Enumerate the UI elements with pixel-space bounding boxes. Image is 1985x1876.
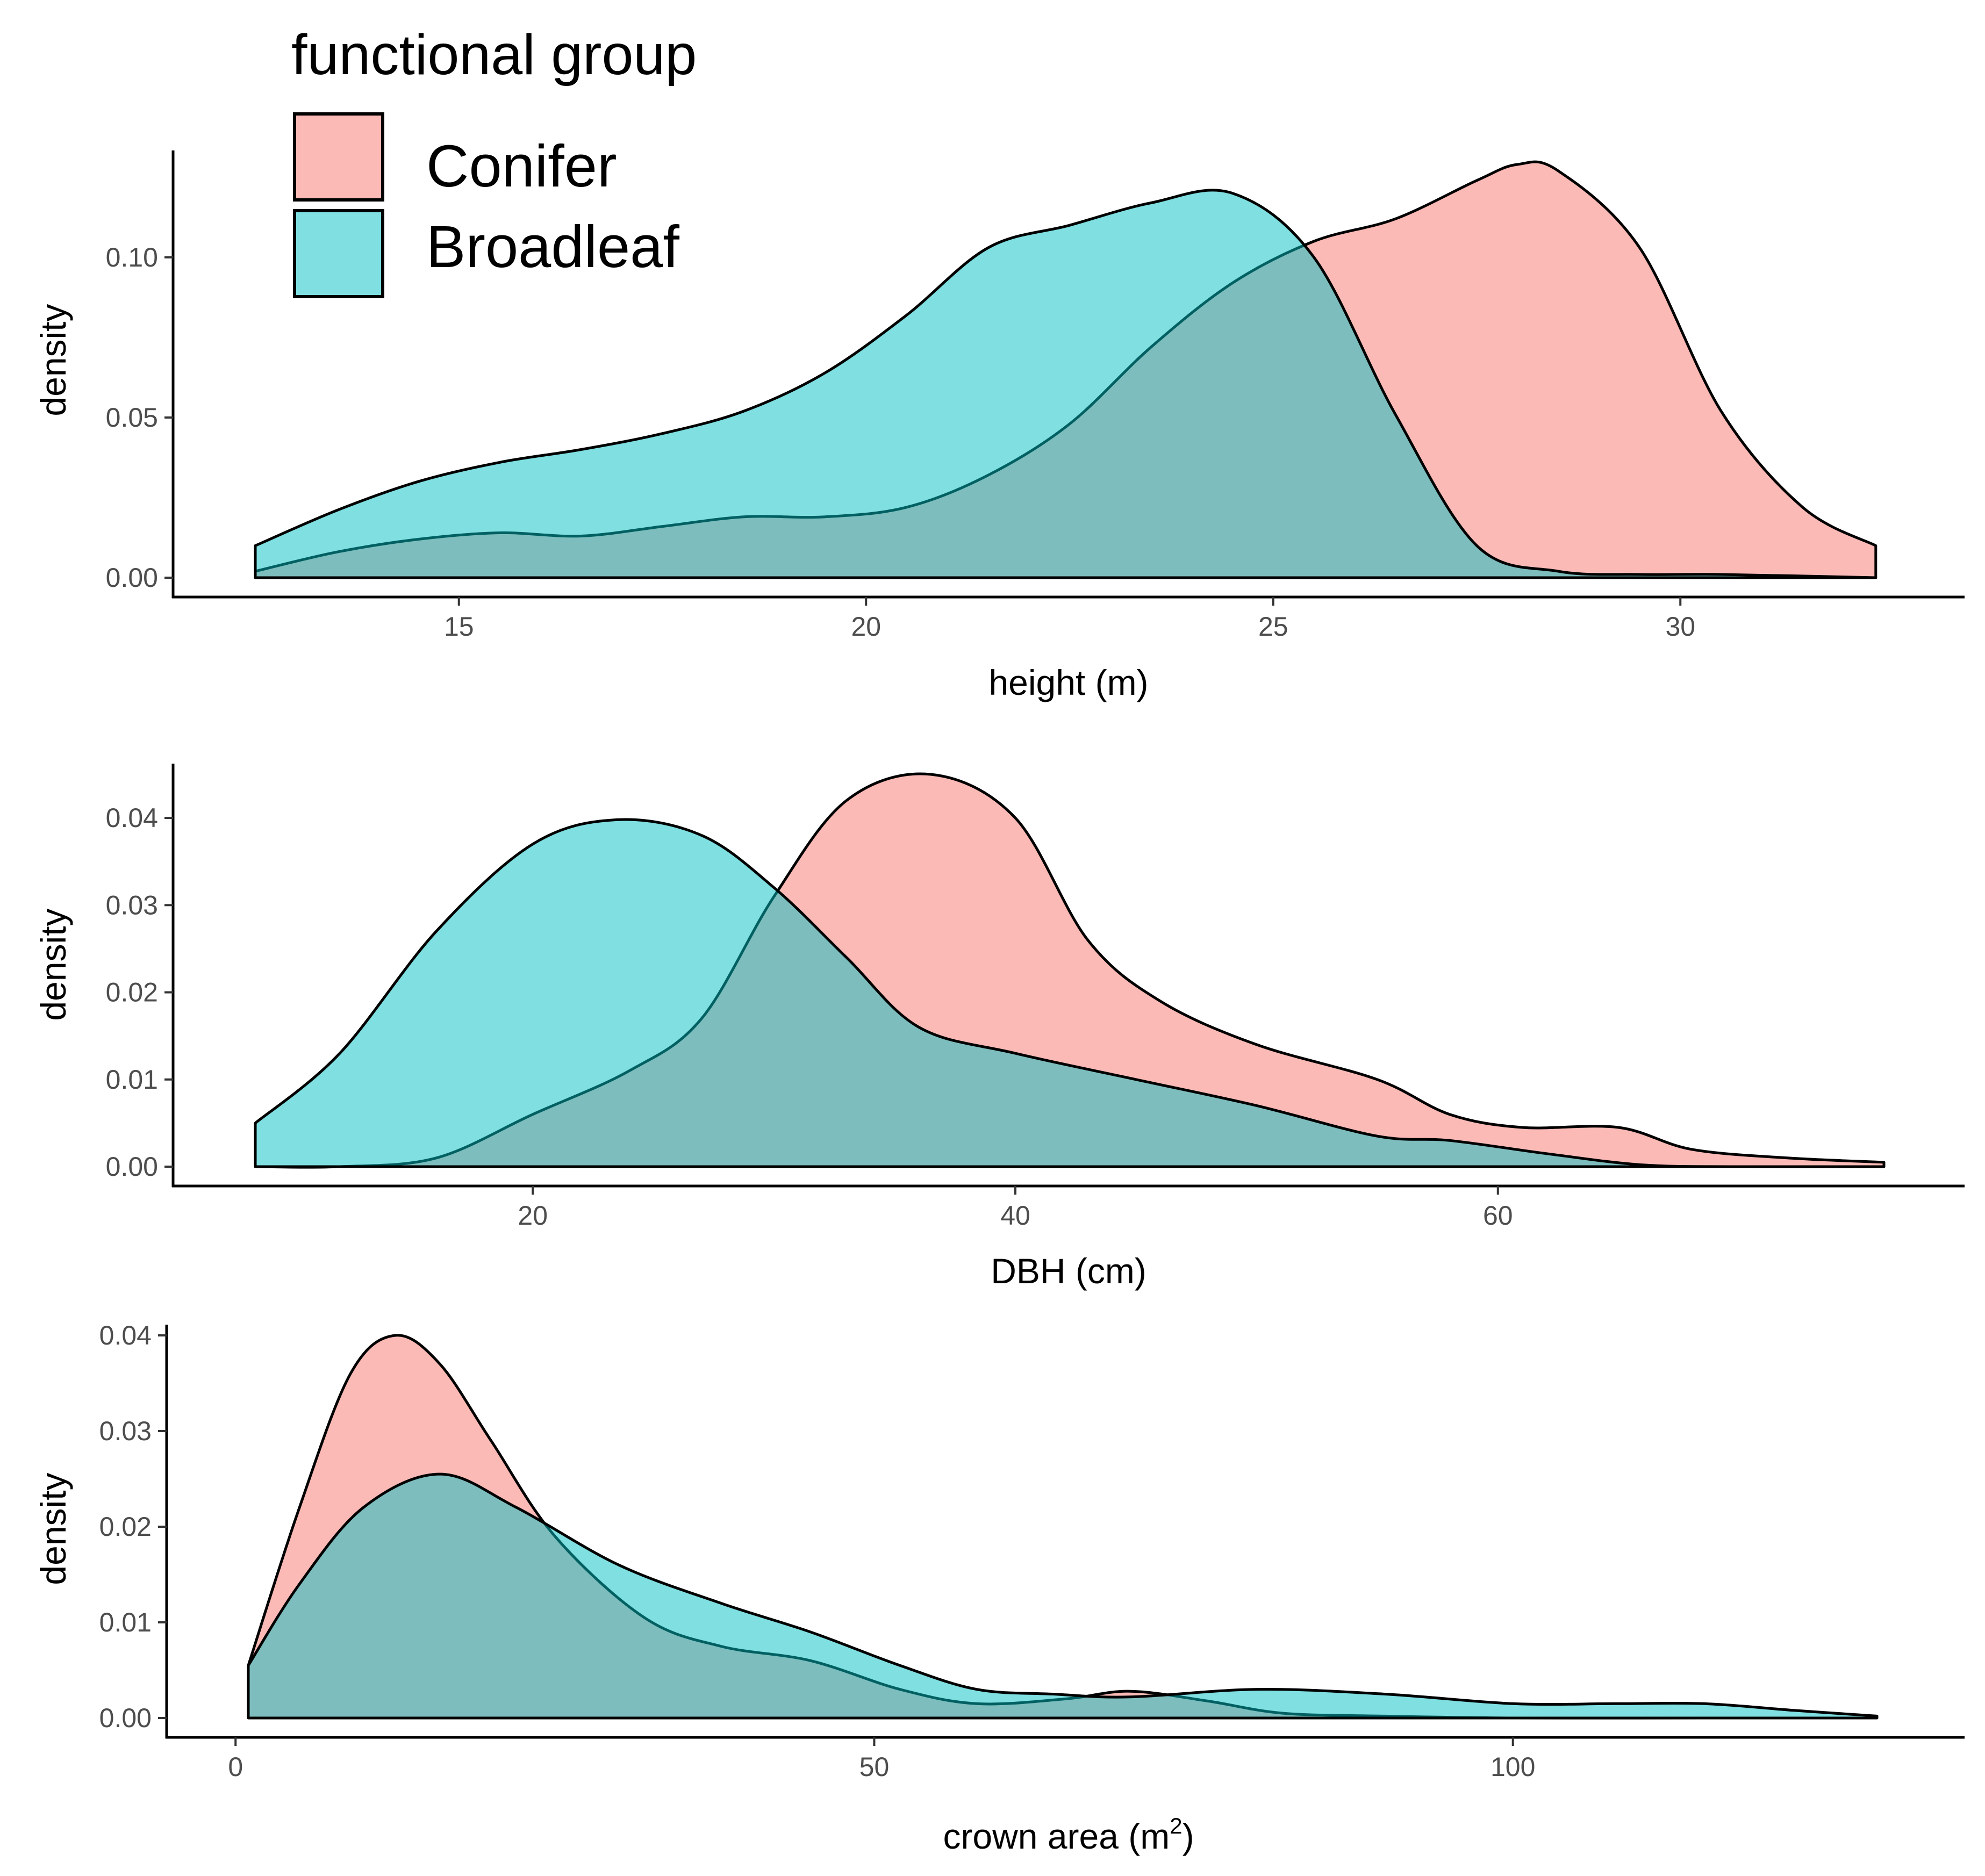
legend-label-conifer: Conifer — [426, 133, 617, 199]
crown-area-x-tick-label: 50 — [859, 1752, 890, 1782]
crown-area-y-tick-label: 0.02 — [99, 1512, 152, 1542]
height-x-tick-label: 20 — [851, 612, 881, 642]
height-density-panel: 15 20 25 30 0.00 0.05 0.10 height (m) density — [33, 150, 1965, 702]
crown-area-y-axis-title: density — [33, 1472, 73, 1585]
crown-area-y-tick-label: 0.04 — [99, 1320, 152, 1350]
dbh-y-tick-label: 0.00 — [106, 1152, 158, 1182]
legend-key-broadleaf — [293, 209, 384, 298]
dbh-density-panel: 20 40 60 0.00 0.01 0.02 0.03 0.04 DBH (cm) dens… — [33, 764, 1965, 1291]
dbh-axes: 20 40 60 0.00 0.01 0.02 0.03 0.04 — [106, 764, 1965, 1231]
height-axes: 15 20 25 30 0.00 0.05 0.10 — [106, 150, 1965, 642]
crown-area-y-tick-label: 0.01 — [99, 1607, 152, 1637]
legend-title: functional group — [291, 23, 697, 87]
legend-label-broadleaf: Broadleaf — [426, 214, 679, 280]
crown-area-density-panel: 0 50 100 0.00 0.01 0.02 0.03 0.04 crown area (m… — [33, 1320, 1965, 1856]
dbh-x-axis-title: DBH (cm) — [991, 1251, 1146, 1291]
height-x-axis-title: height (m) — [988, 663, 1148, 702]
height-density-areas — [254, 160, 1877, 579]
crown-area-x-axis-title: crown area (m2) — [943, 1813, 1194, 1856]
crown-area-x-tick-label: 0 — [228, 1752, 243, 1782]
height-density-area-broadleaf — [254, 189, 1877, 579]
height-y-tick-label: 0.10 — [106, 242, 158, 272]
crown-area-density-areas — [247, 1334, 1879, 1720]
crown-area-y-tick-label: 0.00 — [99, 1703, 152, 1733]
dbh-y-tick-label: 0.03 — [106, 890, 158, 920]
height-x-tick-label: 15 — [444, 612, 474, 642]
dbh-y-axis-title: density — [33, 908, 73, 1020]
height-y-tick-label: 0.00 — [106, 563, 158, 593]
dbh-y-tick-label: 0.01 — [106, 1065, 158, 1095]
crown-area-density-area-broadleaf — [247, 1472, 1879, 1720]
dbh-density-areas — [254, 772, 1886, 1169]
crown-area-x-tick-label: 100 — [1490, 1752, 1535, 1782]
height-x-tick-label: 25 — [1258, 612, 1288, 642]
height-x-tick-label: 30 — [1665, 612, 1695, 642]
dbh-density-area-broadleaf — [254, 818, 1886, 1168]
dbh-x-tick-label: 60 — [1483, 1201, 1513, 1231]
dbh-y-tick-label: 0.04 — [106, 803, 158, 833]
dbh-x-tick-label: 40 — [1000, 1201, 1030, 1231]
crown-area-y-tick-label: 0.03 — [99, 1416, 152, 1446]
height-y-axis-title: density — [33, 304, 73, 416]
legend-key-conifer — [293, 112, 384, 202]
dbh-y-tick-label: 0.02 — [106, 977, 158, 1008]
height-y-tick-label: 0.05 — [106, 402, 158, 433]
legend: functional group Conifer Broadleaf — [247, 0, 771, 320]
dbh-x-tick-label: 20 — [518, 1201, 548, 1231]
crown-area-axes: 0 50 100 0.00 0.01 0.02 0.03 0.04 — [99, 1320, 1965, 1782]
